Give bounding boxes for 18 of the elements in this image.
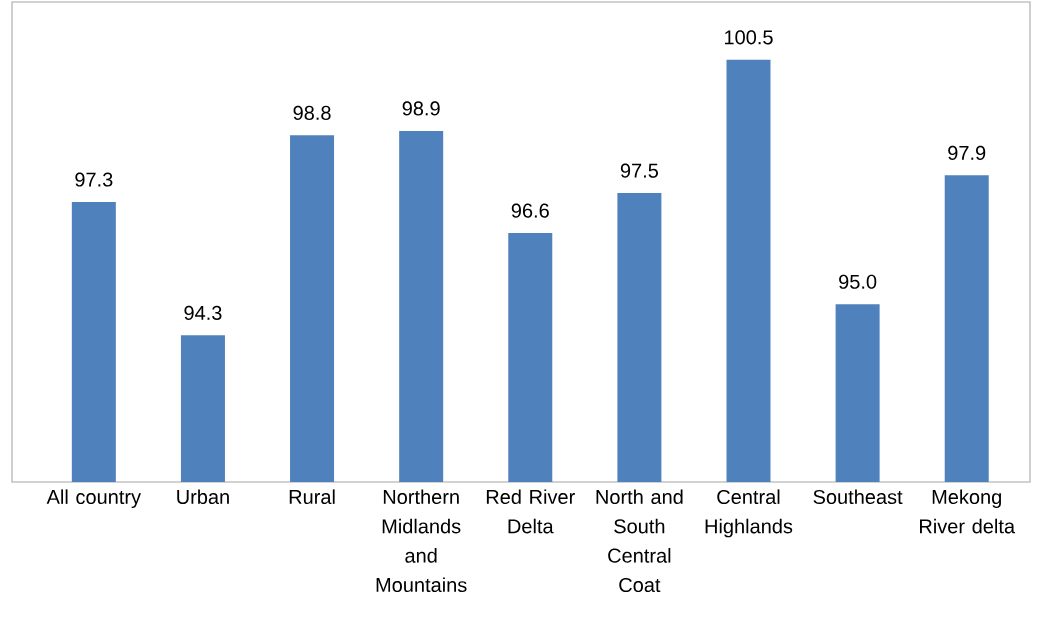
x-tick-label: Southeast [813, 489, 903, 505]
data-label: 98.9 [402, 101, 440, 116]
x-tick-label: Mekong River delta [920, 489, 1016, 534]
x-tick-label: Red River Delta [486, 489, 575, 534]
x-tick-label: Northern Midlands and Mountains [376, 489, 467, 593]
data-label: 95.0 [839, 274, 877, 289]
x-tick-label: Rural [289, 489, 335, 505]
data-label: 97.3 [75, 172, 113, 187]
data-label: 96.6 [511, 203, 549, 218]
data-label: 100.5 [725, 30, 773, 45]
data-label: 97.9 [948, 145, 986, 160]
data-label: 98.8 [293, 105, 331, 120]
data-label: 94.3 [184, 305, 222, 320]
x-tick-label: All country [46, 489, 142, 509]
x-tick-label: North and South Central Coat [596, 489, 683, 593]
x-tick-label: Central Highlands [705, 489, 793, 538]
x-tick-label: Urban [177, 489, 229, 505]
data-label: 97.5 [620, 163, 659, 178]
